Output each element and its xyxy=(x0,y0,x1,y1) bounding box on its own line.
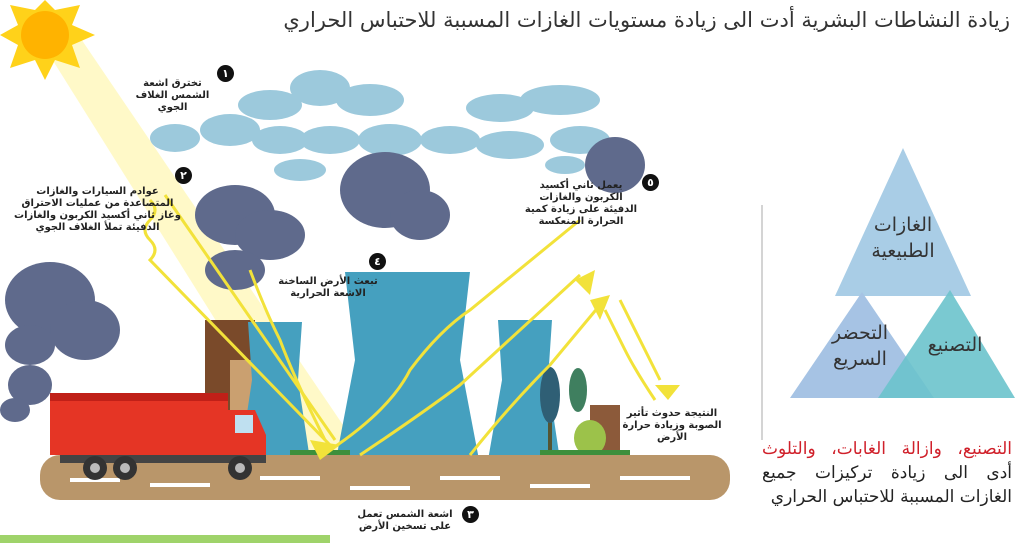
triangle-top-label: الغازات الطبيعية xyxy=(858,212,948,264)
page: زيادة النشاطات البشرية أدت الى زيادة مست… xyxy=(0,0,1018,543)
result-text: النتيجة حدوث تأثير الصوبة وزيادة حرارة ا… xyxy=(612,408,732,444)
step-number: ٣ xyxy=(462,506,479,523)
step-text: يعمل ثاني أكسيد الكربون والغازات الدفيئة… xyxy=(522,180,640,228)
step-number: ٥ xyxy=(642,174,659,191)
step-number: ٤ xyxy=(369,253,386,270)
step-text: تبعث الأرض الساخنة الاشعة الحرارية xyxy=(278,276,378,300)
triangle-right-label: التصنيع xyxy=(910,332,1000,358)
title: زيادة النشاطات البشرية أدت الى زيادة مست… xyxy=(200,8,1010,32)
triangle-left-label: التحضر السريع xyxy=(815,320,905,372)
step-number: ٢ xyxy=(175,167,192,184)
step-text: اشعة الشمس تعمل على تسخين الأرض xyxy=(350,509,460,533)
grass xyxy=(0,535,330,543)
paragraph-highlight: التصنيع، وازالة الغابات، والتلوث xyxy=(762,439,1012,459)
cooling-towers xyxy=(240,272,560,465)
paragraph: التصنيع، وازالة الغابات، والتلوث أدى الى… xyxy=(762,437,1012,509)
paragraph-text: أدى الى زيادة تركيزات جميع الغازات المسب… xyxy=(762,463,1012,507)
step-text: عوادم السيارات والغازات المتصاعدة من عمل… xyxy=(10,186,185,234)
step-text: تخترق اشعة الشمس الغلاف الجوي xyxy=(125,78,220,114)
